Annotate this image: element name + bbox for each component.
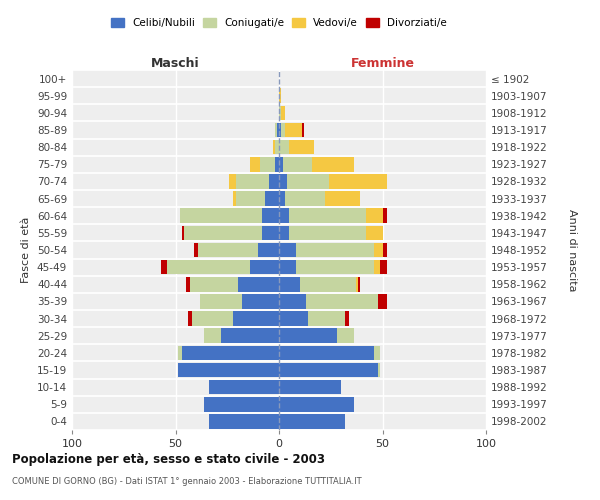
- Y-axis label: Anni di nascita: Anni di nascita: [567, 209, 577, 291]
- Bar: [262, 208, 279, 223]
- Bar: [312, 157, 353, 172]
- Bar: [262, 226, 279, 240]
- Bar: [279, 122, 281, 138]
- Bar: [209, 414, 279, 428]
- Bar: [238, 277, 279, 291]
- Bar: [279, 397, 353, 411]
- Text: COMUNE DI GORNO (BG) - Dati ISTAT 1° gennaio 2003 - Elaborazione TUTTITALIA.IT: COMUNE DI GORNO (BG) - Dati ISTAT 1° gen…: [12, 478, 362, 486]
- Bar: [279, 362, 379, 378]
- Bar: [289, 208, 366, 223]
- Bar: [289, 226, 366, 240]
- Bar: [236, 174, 269, 188]
- Bar: [379, 362, 380, 378]
- Bar: [287, 174, 329, 188]
- Bar: [188, 312, 192, 326]
- Bar: [209, 380, 279, 394]
- Bar: [192, 312, 233, 326]
- Bar: [281, 122, 285, 138]
- Text: Maschi: Maschi: [151, 57, 200, 70]
- Bar: [279, 380, 341, 394]
- Bar: [366, 226, 383, 240]
- Bar: [279, 106, 281, 120]
- Bar: [221, 328, 279, 343]
- Bar: [380, 260, 386, 274]
- Bar: [233, 192, 236, 206]
- Bar: [279, 88, 281, 103]
- Bar: [273, 140, 275, 154]
- Bar: [269, 174, 279, 188]
- Bar: [302, 122, 304, 138]
- Bar: [205, 328, 221, 343]
- Bar: [296, 242, 374, 258]
- Bar: [356, 277, 358, 291]
- Bar: [374, 260, 380, 274]
- Bar: [167, 260, 250, 274]
- Text: Popolazione per età, sesso e stato civile - 2003: Popolazione per età, sesso e stato civil…: [12, 452, 325, 466]
- Bar: [279, 328, 337, 343]
- Bar: [345, 312, 349, 326]
- Bar: [205, 397, 279, 411]
- Bar: [200, 294, 242, 308]
- Bar: [279, 277, 300, 291]
- Bar: [358, 277, 360, 291]
- Bar: [233, 312, 279, 326]
- Bar: [279, 414, 345, 428]
- Bar: [279, 140, 289, 154]
- Bar: [275, 122, 277, 138]
- Bar: [383, 242, 386, 258]
- Bar: [242, 294, 279, 308]
- Bar: [279, 260, 296, 274]
- Bar: [379, 294, 386, 308]
- Bar: [383, 208, 386, 223]
- Bar: [296, 260, 374, 274]
- Bar: [279, 294, 306, 308]
- Bar: [306, 294, 379, 308]
- Bar: [337, 328, 353, 343]
- Bar: [285, 122, 302, 138]
- Bar: [279, 346, 374, 360]
- Text: Femmine: Femmine: [350, 57, 415, 70]
- Legend: Celibi/Nubili, Coniugati/e, Vedovi/e, Divorziati/e: Celibi/Nubili, Coniugati/e, Vedovi/e, Di…: [107, 14, 451, 32]
- Bar: [182, 346, 279, 360]
- Bar: [178, 346, 182, 360]
- Bar: [184, 226, 262, 240]
- Bar: [308, 312, 345, 326]
- Bar: [279, 192, 285, 206]
- Bar: [285, 192, 325, 206]
- Bar: [374, 346, 380, 360]
- Bar: [178, 362, 279, 378]
- Bar: [179, 208, 262, 223]
- Bar: [279, 226, 289, 240]
- Bar: [194, 242, 198, 258]
- Bar: [250, 157, 260, 172]
- Bar: [250, 260, 279, 274]
- Bar: [236, 192, 265, 206]
- Bar: [283, 157, 312, 172]
- Bar: [260, 157, 275, 172]
- Bar: [279, 208, 289, 223]
- Bar: [300, 277, 356, 291]
- Bar: [275, 140, 279, 154]
- Bar: [366, 208, 383, 223]
- Bar: [279, 157, 283, 172]
- Bar: [325, 192, 360, 206]
- Bar: [279, 312, 308, 326]
- Bar: [277, 122, 279, 138]
- Bar: [259, 242, 279, 258]
- Bar: [289, 140, 314, 154]
- Bar: [281, 106, 285, 120]
- Bar: [275, 157, 279, 172]
- Bar: [190, 277, 238, 291]
- Bar: [265, 192, 279, 206]
- Bar: [374, 242, 383, 258]
- Bar: [229, 174, 236, 188]
- Y-axis label: Fasce di età: Fasce di età: [22, 217, 31, 283]
- Bar: [279, 174, 287, 188]
- Bar: [182, 226, 184, 240]
- Bar: [198, 242, 259, 258]
- Bar: [161, 260, 167, 274]
- Bar: [186, 277, 190, 291]
- Bar: [279, 242, 296, 258]
- Bar: [329, 174, 386, 188]
